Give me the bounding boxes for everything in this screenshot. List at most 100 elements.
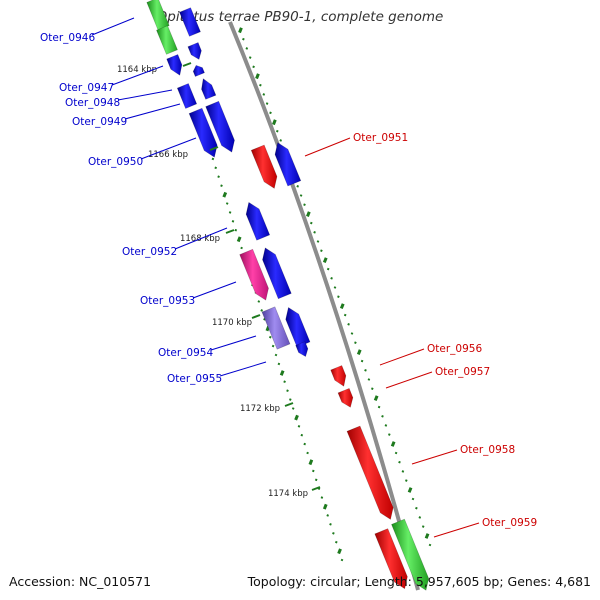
gene-block-b: [201, 78, 217, 100]
inner-tick: [236, 236, 242, 243]
inner-tick: [225, 202, 229, 205]
gene-label-oter-0950[interactable]: Oter_0950: [88, 156, 143, 168]
outer-tick: [411, 497, 415, 501]
inner-tick: [217, 175, 220, 179]
outer-tick: [387, 433, 391, 436]
gene-label-oter-0954[interactable]: Oter_0954: [158, 347, 213, 359]
inner-tick: [211, 157, 215, 161]
outer-tick: [343, 313, 347, 317]
outer-tick: [407, 487, 413, 493]
gene-label-oter-0953[interactable]: Oter_0953: [140, 295, 195, 307]
gene-label-oter-0948[interactable]: Oter_0948: [65, 97, 120, 109]
outer-tick: [309, 221, 313, 225]
callout-line-left: [210, 335, 257, 351]
inner-tick: [340, 558, 344, 562]
gene-block-oter-0951-blue: [274, 142, 302, 187]
outer-tick: [364, 368, 367, 372]
inner-tick: [220, 184, 223, 188]
inner-tick: [320, 496, 324, 499]
outer-tick: [428, 543, 432, 547]
outer-tick: [424, 533, 430, 539]
outer-tick: [320, 249, 323, 253]
gene-features: [146, 0, 430, 591]
outer-tick: [326, 267, 330, 271]
gene-block-c: [179, 7, 201, 37]
outer-tick: [259, 83, 262, 87]
gene-block-oter-0954: [261, 306, 291, 350]
gc-content-ticks: [208, 147, 344, 562]
scale-label: 1172 kbp: [240, 404, 280, 414]
gene-label-oter-0955[interactable]: Oter_0955: [167, 373, 222, 385]
gene-callouts: Oter_0946 Oter_0947 Oter_0948 Oter_0949 Oter…: [40, 17, 537, 538]
gene-block-oter-0951-red: [250, 144, 278, 189]
outer-tick: [356, 349, 362, 355]
outer-tick: [238, 27, 243, 34]
inner-tick: [314, 478, 318, 482]
inner-tick: [303, 442, 307, 446]
inner-tick: [268, 335, 272, 339]
gene-block-oter-0956: [330, 365, 347, 387]
outer-tick: [384, 424, 388, 427]
inner-tick: [260, 309, 264, 312]
scale-label: 1174 kbp: [268, 489, 308, 499]
gene-block-oter-0957: [337, 388, 354, 408]
gene-label-oter-0958[interactable]: Oter_0958: [460, 444, 515, 456]
gene-block-oter-0954b: [285, 307, 311, 348]
gene-label-oter-0959[interactable]: Oter_0959: [482, 517, 537, 529]
outer-tick: [306, 211, 311, 217]
outer-tick: [350, 332, 354, 335]
outer-tick: [415, 506, 418, 510]
inner-tick: [300, 433, 304, 437]
outer-tick: [296, 184, 300, 188]
gene-block-oter-0958: [346, 425, 394, 520]
outer-tick: [248, 56, 252, 59]
inner-tick: [297, 424, 301, 428]
inner-tick: [234, 228, 238, 232]
gene-label-oter-0946[interactable]: Oter_0946: [40, 32, 95, 44]
accession-text: Accession: NC_010571: [9, 574, 152, 589]
inner-tick: [240, 246, 243, 250]
inner-tick: [214, 166, 218, 170]
gene-label-oter-0957[interactable]: Oter_0957: [435, 366, 490, 378]
gene-block-oter-0952: [245, 201, 271, 241]
gene-block-oter-0946-rna: [146, 0, 170, 31]
map-title: Opitutus terrae PB90-1, complete genome: [156, 9, 444, 25]
gene-label-oter-0956[interactable]: Oter_0956: [427, 343, 482, 355]
inner-tick: [322, 503, 328, 510]
inner-tick: [332, 531, 335, 535]
outer-tick: [313, 230, 316, 234]
gene-block-oter-0953b: [262, 247, 292, 300]
outer-tick: [421, 525, 425, 528]
outer-tick: [347, 322, 350, 326]
outer-tick: [398, 460, 401, 464]
gene-label-oter-0949[interactable]: Oter_0949: [72, 116, 127, 128]
gene-block-oter-0949: [205, 100, 235, 153]
outer-tick: [265, 102, 269, 105]
callout-line-right: [385, 371, 433, 389]
callout-line-left: [124, 103, 181, 120]
gene-label-oter-0951[interactable]: Oter_0951: [353, 132, 408, 144]
inner-tick: [337, 548, 342, 555]
callout-line-left: [91, 17, 135, 36]
outer-tick: [337, 295, 340, 299]
gene-label-oter-0952[interactable]: Oter_0952: [122, 246, 177, 258]
gene-label-oter-0947[interactable]: Oter_0947: [59, 82, 114, 94]
outer-tick: [275, 129, 279, 133]
outer-tick: [381, 414, 384, 418]
outer-tick: [245, 47, 249, 50]
gene-block-d: [192, 65, 205, 77]
inner-tick: [279, 370, 285, 376]
inner-tick: [257, 300, 261, 303]
inner-tick: [329, 522, 332, 526]
outer-tick: [303, 203, 306, 207]
scale-tick: [284, 402, 294, 407]
inner-tick: [277, 362, 281, 366]
gene-block-oter-0947: [166, 54, 183, 76]
outer-tick: [404, 479, 408, 482]
gene-block-oter-0953: [239, 248, 269, 301]
scale-tick: [311, 486, 321, 491]
outer-tick: [262, 93, 266, 96]
outer-tick: [401, 470, 405, 473]
outer-tick: [367, 378, 371, 381]
